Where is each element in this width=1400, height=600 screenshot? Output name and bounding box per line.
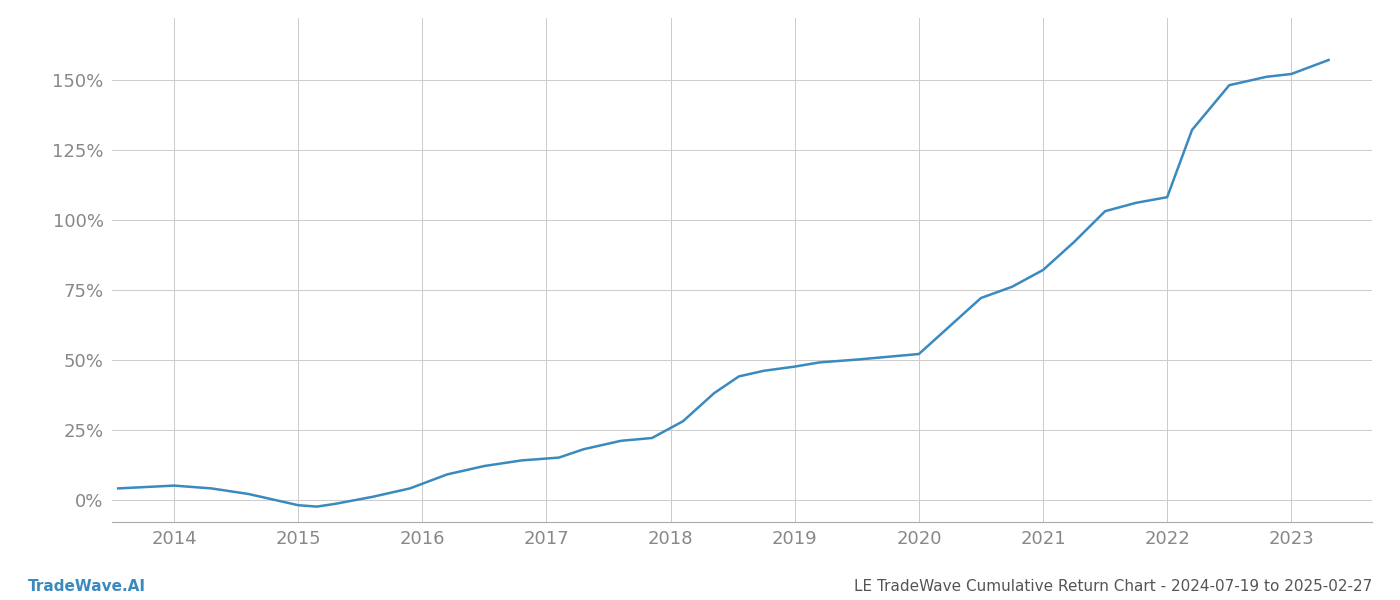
Text: TradeWave.AI: TradeWave.AI	[28, 579, 146, 594]
Text: LE TradeWave Cumulative Return Chart - 2024-07-19 to 2025-02-27: LE TradeWave Cumulative Return Chart - 2…	[854, 579, 1372, 594]
